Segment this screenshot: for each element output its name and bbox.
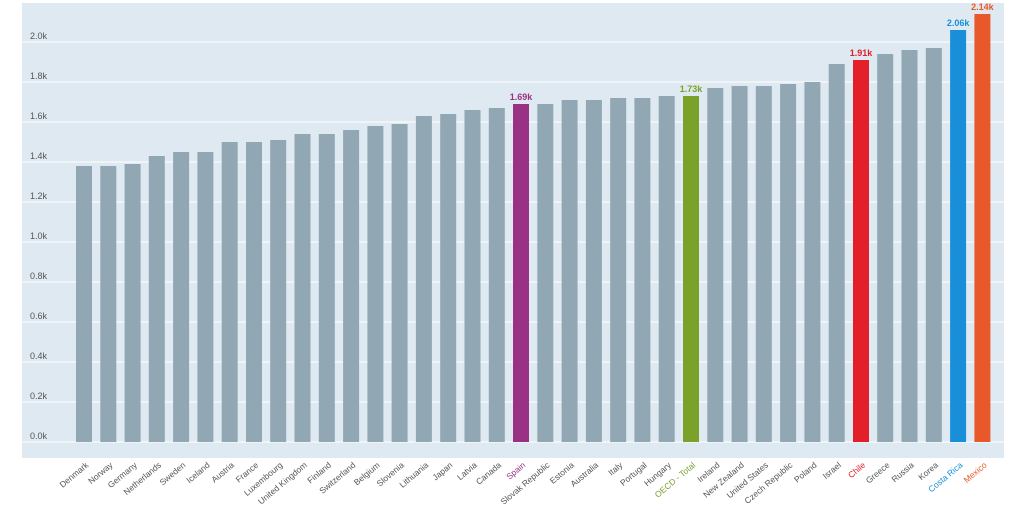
bar-russia[interactable] xyxy=(901,50,918,442)
bar-oecd-total[interactable] xyxy=(683,96,699,442)
y-tick-label: 0.4k xyxy=(30,351,48,361)
bar-lithuania[interactable] xyxy=(415,116,432,442)
y-tick-label: 2.0k xyxy=(30,31,48,41)
bar-japan[interactable] xyxy=(440,114,457,442)
data-label-oecd-total: 1.73k xyxy=(680,84,704,94)
bar-sweden[interactable] xyxy=(173,152,190,442)
x-tick-label-poland: Poland xyxy=(792,460,819,485)
y-axis: 0.0k 0.2k 0.4k 0.6k 0.8k 1.0k 1.2k 1.4k 1.6k 1.8k… xyxy=(30,31,48,441)
data-label-chile: 1.91k xyxy=(850,48,874,58)
x-tick-label-israel: Israel xyxy=(821,460,843,481)
x-tick-label-austria: Austria xyxy=(209,460,236,485)
bar-belgium[interactable] xyxy=(367,126,384,442)
x-tick-label-australia: Australia xyxy=(568,460,600,489)
x-tick-label-russia: Russia xyxy=(889,460,916,485)
bar-latvia[interactable] xyxy=(464,110,481,442)
y-tick-label: 1.8k xyxy=(30,71,48,81)
x-axis: DenmarkNorwayGermanyNetherlandsSwedenIce… xyxy=(57,459,988,506)
bar-norway[interactable] xyxy=(100,166,117,442)
bar-new-zealand[interactable] xyxy=(731,86,748,442)
bar-hungary[interactable] xyxy=(658,96,675,442)
y-tick-label: 0.6k xyxy=(30,311,48,321)
x-tick-label-greece: Greece xyxy=(864,460,892,486)
bar-chile[interactable] xyxy=(853,60,869,442)
y-tick-label: 1.0k xyxy=(30,231,48,241)
bar-germany[interactable] xyxy=(124,164,141,442)
bar-australia[interactable] xyxy=(585,100,602,442)
bar-united-kingdom[interactable] xyxy=(294,134,311,442)
x-tick-label-japan: Japan xyxy=(430,460,454,483)
bar-israel[interactable] xyxy=(828,64,845,442)
bar-slovak-republic[interactable] xyxy=(537,104,554,442)
y-tick-label: 0.2k xyxy=(30,391,48,401)
x-tick-label-italy: Italy xyxy=(606,459,625,477)
x-tick-label-iceland: Iceland xyxy=(184,460,212,485)
bar-slovenia[interactable] xyxy=(391,124,408,442)
bar-luxembourg[interactable] xyxy=(270,140,287,442)
y-tick-label: 1.6k xyxy=(30,111,48,121)
bar-netherlands[interactable] xyxy=(148,156,165,442)
x-tick-label-sweden: Sweden xyxy=(157,460,187,488)
bar-finland[interactable] xyxy=(318,134,335,442)
data-label-costa-rica: 2.06k xyxy=(947,18,971,28)
data-label-mexico: 2.14k xyxy=(971,2,995,12)
y-tick-label: 0.0k xyxy=(30,431,48,441)
data-label-spain: 1.69k xyxy=(510,92,534,102)
x-tick-label-mexico: Mexico xyxy=(962,460,989,485)
y-tick-label: 0.8k xyxy=(30,271,48,281)
x-tick-label-denmark: Denmark xyxy=(57,459,90,489)
bar-mexico[interactable] xyxy=(974,14,991,442)
bar-poland[interactable] xyxy=(804,82,821,442)
bar-denmark[interactable] xyxy=(76,166,92,442)
bar-portugal[interactable] xyxy=(634,98,651,442)
bar-greece[interactable] xyxy=(877,54,894,442)
bar-switzerland[interactable] xyxy=(343,130,360,442)
bar-italy[interactable] xyxy=(610,98,627,442)
x-tick-label-canada: Canada xyxy=(474,460,503,487)
bar-canada[interactable] xyxy=(488,108,505,442)
bars xyxy=(76,14,991,442)
bar-spain[interactable] xyxy=(513,104,529,442)
bar-france[interactable] xyxy=(246,142,262,442)
bar-austria[interactable] xyxy=(221,142,238,442)
bar-korea[interactable] xyxy=(925,48,942,442)
y-tick-label: 1.2k xyxy=(30,191,48,201)
bar-iceland[interactable] xyxy=(197,152,214,442)
bar-united-states[interactable] xyxy=(755,86,772,442)
y-tick-label: 1.4k xyxy=(30,151,48,161)
bar-estonia[interactable] xyxy=(561,100,578,442)
bar-ireland[interactable] xyxy=(707,88,724,442)
bar-czech-republic[interactable] xyxy=(780,84,797,442)
bar-costa-rica[interactable] xyxy=(950,30,967,442)
